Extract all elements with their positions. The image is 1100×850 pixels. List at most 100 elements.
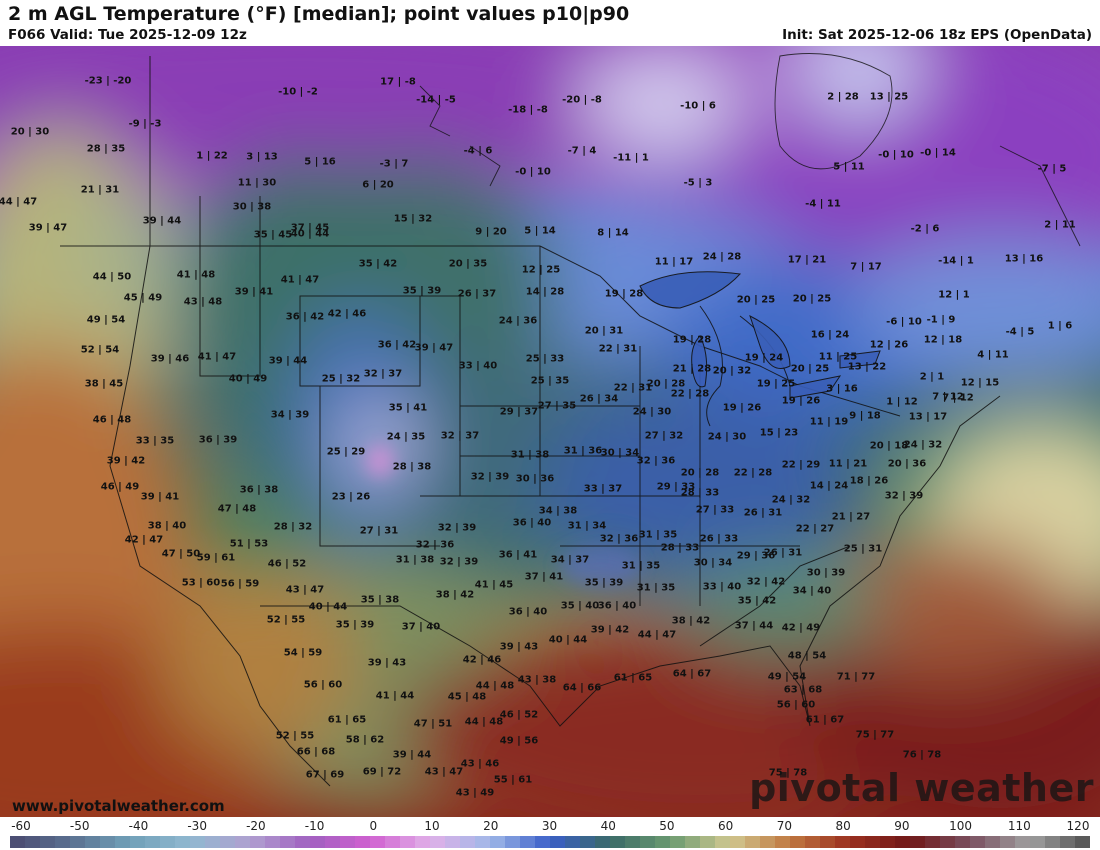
point-value-label: 21 | 28 xyxy=(672,363,712,375)
point-value-label: -0 | 14 xyxy=(920,147,956,159)
colorbar-segment xyxy=(910,836,926,848)
point-value-label: 22 | 29 xyxy=(781,459,821,471)
point-value-label: -5 | 3 xyxy=(683,177,713,189)
point-value-label: -11 | 1 xyxy=(613,152,649,164)
point-value-label: 5 | 11 xyxy=(833,161,865,173)
colorbar-segment xyxy=(85,836,101,848)
point-value-label: 33 | 35 xyxy=(135,435,175,447)
colorbar-segment xyxy=(25,836,41,848)
colorbar-tick-label: 120 xyxy=(1066,819,1090,833)
point-value-label: 11 | 21 xyxy=(828,458,868,470)
point-value-label: 51 | 53 xyxy=(229,538,269,550)
point-value-label: 6 | 20 xyxy=(362,179,394,191)
point-value-label: 11 | 25 xyxy=(818,351,858,363)
colorbar-segment xyxy=(130,836,146,848)
colorbar-segment xyxy=(10,836,26,848)
point-value-label: 38 | 42 xyxy=(435,589,475,601)
point-value-label: 13 | 16 xyxy=(1004,253,1044,265)
point-value-label: 19 | 26 xyxy=(781,395,821,407)
point-value-label: -3 | 7 xyxy=(379,158,409,170)
point-value-label: -23 | -20 xyxy=(84,75,132,87)
point-value-label: 29 | 33 xyxy=(656,481,696,493)
point-value-label: -2 | 6 xyxy=(910,223,940,235)
point-value-label: 37 | 45 xyxy=(290,222,330,234)
point-value-label: 13 | 22 xyxy=(847,361,887,373)
point-value-label: 29 | 36 xyxy=(736,550,776,562)
colorbar-segment xyxy=(595,836,611,848)
point-value-label: 36 | 41 xyxy=(498,549,538,561)
point-value-label: 61 | 65 xyxy=(613,672,653,684)
colorbar-segment xyxy=(970,836,986,848)
point-value-label: 31 | 35 xyxy=(636,582,676,594)
point-value-label: -1 | 9 xyxy=(926,314,956,326)
point-value-label: 25 | 29 xyxy=(326,446,366,458)
colorbar-tick-label: -40 xyxy=(128,819,149,833)
point-value-label: 35 | 39 xyxy=(584,577,624,589)
colorbar-segment xyxy=(520,836,536,848)
point-value-label: 40 | 44 xyxy=(548,634,588,646)
point-value-label: 36 | 42 xyxy=(377,339,417,351)
point-value-label: 31 | 38 xyxy=(510,449,550,461)
point-value-label: 39 | 42 xyxy=(590,624,630,636)
temperature-field xyxy=(0,46,1100,817)
colorbar-segment xyxy=(265,836,281,848)
point-value-label: 55 | 61 xyxy=(493,774,533,786)
point-value-label: 39 | 44 xyxy=(142,215,182,227)
point-value-label: 20 | 31 xyxy=(584,325,624,337)
point-value-label: 20 | 25 xyxy=(736,294,776,306)
point-value-label: 14 | 28 xyxy=(525,286,565,298)
colorbar-segment xyxy=(205,836,221,848)
point-value-label: 56 | 60 xyxy=(776,699,816,711)
point-value-label: 20 | 18 xyxy=(869,440,909,452)
colorbar-ticks: -60 -50 -40 -30 -20 -10 0 10 20 30 40 50 60 70 80 90 100… xyxy=(0,817,1100,835)
point-value-label: 52 | 54 xyxy=(80,344,120,356)
point-value-label: 37 | 40 xyxy=(401,621,441,633)
point-value-label: 32 | 36 xyxy=(599,533,639,545)
point-value-label: 38 | 40 xyxy=(147,520,187,532)
point-value-label: 37 | 41 xyxy=(524,571,564,583)
colorbar-tick-label: 50 xyxy=(659,819,675,833)
point-value-label: 19 | 28 xyxy=(672,334,712,346)
point-value-label: 38 | 45 xyxy=(84,378,124,390)
point-value-label: 63 | 68 xyxy=(783,684,823,696)
colorbar-tick-label: 70 xyxy=(776,819,793,833)
point-value-label: 32 | 37 xyxy=(363,368,403,380)
colorbar-segment xyxy=(190,836,206,848)
colorbar-segment xyxy=(235,836,251,848)
point-value-label: 35 | 40 xyxy=(560,600,600,612)
map-title: 2 m AGL Temperature (°F) [median]; point… xyxy=(8,3,630,25)
point-value-label: 17 | -8 xyxy=(380,76,416,88)
point-value-label: 64 | 66 xyxy=(562,682,602,694)
point-value-label: 27 | 35 xyxy=(537,400,577,412)
colorbar-segment xyxy=(985,836,1001,848)
point-value-label: 24 | 28 xyxy=(702,251,742,263)
point-value-label: 28 | 32 xyxy=(273,521,313,533)
colorbar-segment xyxy=(895,836,911,848)
colorbar-segment xyxy=(340,836,356,848)
point-value-label: 12 | 15 xyxy=(960,377,1000,389)
colorbar-segment xyxy=(1060,836,1076,848)
point-value-label: 15 | 23 xyxy=(759,427,799,439)
point-value-label: 4 | 11 xyxy=(977,349,1009,361)
colorbar-segment xyxy=(850,836,866,848)
point-value-label: 46 | 52 xyxy=(499,709,539,721)
point-value-label: -14 | 1 xyxy=(938,255,974,267)
point-value-label: 35 | 41 xyxy=(388,402,428,414)
point-value-label: 46 | 48 xyxy=(92,414,132,426)
point-value-label: 39 | 46 xyxy=(150,353,190,365)
colorbar-segment xyxy=(160,836,176,848)
point-value-label: 75 | 78 xyxy=(768,767,808,779)
point-value-label: 35 | 38 xyxy=(360,594,400,606)
colorbar-tick-label: 80 xyxy=(835,819,851,833)
point-value-label: 9 | 18 xyxy=(849,410,881,422)
point-value-label: 33 | 37 xyxy=(583,483,623,495)
colorbar-tick-label: 110 xyxy=(1007,819,1031,833)
point-value-label: 53 | 60 xyxy=(181,577,221,589)
colorbar-segment xyxy=(955,836,971,848)
colorbar-segment xyxy=(400,836,416,848)
point-value-label: 11 | 19 xyxy=(809,416,849,428)
point-value-label: 26 | 34 xyxy=(579,393,619,405)
point-value-label: 34 | 37 xyxy=(550,554,590,566)
colorbar-segment xyxy=(445,836,461,848)
point-value-label: 21 | 31 xyxy=(80,184,120,196)
